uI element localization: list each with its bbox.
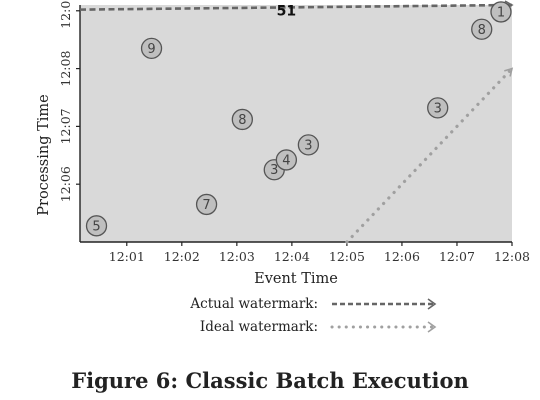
- dashed-arrow-icon: [332, 297, 437, 310]
- data-point-label: 3: [270, 163, 278, 178]
- x-tick-label: 12:08: [494, 249, 530, 264]
- x-tick-label: 12:04: [274, 249, 310, 264]
- figure-caption: Figure 6: Classic Batch Execution: [71, 368, 469, 393]
- x-tick-label: 12:05: [329, 249, 365, 264]
- scatter-chart: 12:01 12:02 12:03 12:04 12:05 12:06 12:07 12:08…: [36, 0, 530, 287]
- data-point-label: 1: [497, 5, 505, 20]
- data-point: [195, 193, 218, 216]
- x-tick-label: 12:07: [439, 249, 475, 264]
- data-point-label: 3: [304, 138, 312, 153]
- data-point: [85, 215, 108, 237]
- legend: Actual watermark: Ideal watermark:: [120, 292, 440, 338]
- data-point: [471, 18, 493, 40]
- data-point: [490, 1, 512, 23]
- legend-item-actual-watermark: Actual watermark:: [120, 292, 440, 315]
- data-point: [140, 37, 163, 60]
- y-tick-label: 12:08: [58, 51, 73, 87]
- data-point-label: 3: [434, 101, 442, 116]
- data-point-label: 9: [147, 42, 155, 57]
- data-point: [297, 134, 320, 156]
- x-tick-label: 12:06: [384, 249, 420, 264]
- data-point-label: 8: [238, 113, 246, 128]
- data-point-label: 4: [282, 153, 290, 168]
- actual-watermark-line: [79, 0, 514, 11]
- y-tick-label: 12:06: [58, 166, 73, 202]
- x-tick-label: 12:03: [219, 249, 255, 264]
- x-axis-title: Event Time: [254, 271, 338, 287]
- y-tick-label: 12:07: [58, 108, 73, 144]
- data-point: [427, 97, 449, 119]
- dotted-arrow-icon: [330, 320, 437, 333]
- watermark-annotation: 51: [277, 4, 296, 20]
- data-point: [231, 108, 253, 131]
- y-axis-title: Processing Time: [36, 94, 52, 216]
- data-point-label: 8: [478, 23, 486, 38]
- x-tick-label: 12:01: [109, 249, 145, 264]
- legend-item-ideal-watermark: Ideal watermark:: [120, 315, 440, 338]
- data-point: [275, 149, 298, 171]
- y-tick-label: 12:09: [58, 0, 73, 29]
- x-tick-label: 12:02: [164, 249, 200, 264]
- legend-label-actual: Actual watermark:: [190, 295, 318, 312]
- data-point-label: 7: [202, 198, 210, 213]
- legend-label-ideal: Ideal watermark:: [199, 318, 318, 335]
- data-point-label: 5: [92, 219, 100, 234]
